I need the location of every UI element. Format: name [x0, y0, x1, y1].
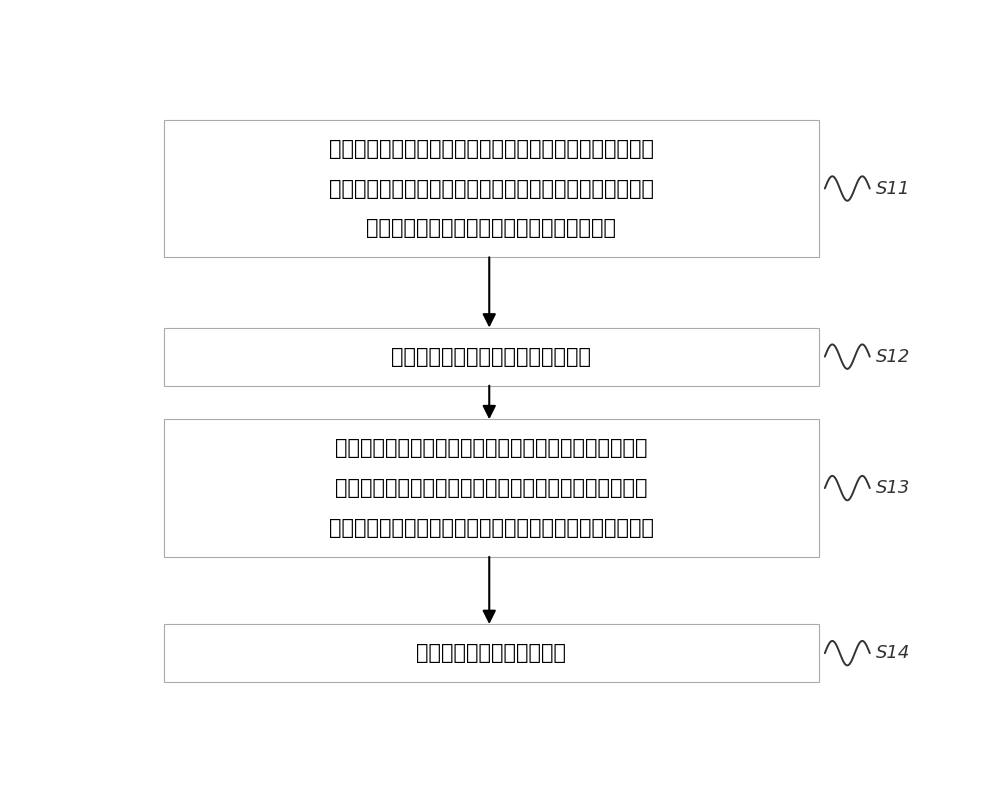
Text: 输出所述需求冷却机油量。: 输出所述需求冷却机油量。	[416, 643, 566, 663]
Text: S11: S11	[876, 179, 910, 198]
Text: 预设功率范围，并获取发动机在对应的预设转速范围、对: 预设功率范围，并获取发动机在对应的预设转速范围、对	[335, 478, 647, 498]
Bar	[164, 419, 819, 557]
Text: 围、功率范围内都对应有不同的稳定热效率；: 围、功率范围内都对应有不同的稳定热效率；	[366, 218, 616, 238]
Text: 获取发动机的当前转速和当前功率；: 获取发动机的当前转速和当前功率；	[391, 347, 591, 367]
Text: S12: S12	[876, 348, 910, 366]
Bar	[164, 624, 819, 682]
Bar	[164, 120, 819, 257]
Bar	[164, 328, 819, 386]
Text: S13: S13	[876, 479, 910, 497]
Text: S14: S14	[876, 644, 910, 662]
Text: 应的预设功率范围内发出稳定热效率时的需求冷却机油量；: 应的预设功率范围内发出稳定热效率时的需求冷却机油量；	[329, 518, 654, 538]
Text: 判断当前转速对应的预设转速范围，判断当前功率对应的: 判断当前转速对应的预设转速范围，判断当前功率对应的	[335, 438, 647, 458]
Text: 将发动机的转速划分为至少两个预设转速范围，将发动机的: 将发动机的转速划分为至少两个预设转速范围，将发动机的	[329, 139, 654, 159]
Text: 功率划分为至少两个预设功率范围，发动机在不同的转速范: 功率划分为至少两个预设功率范围，发动机在不同的转速范	[329, 179, 654, 198]
